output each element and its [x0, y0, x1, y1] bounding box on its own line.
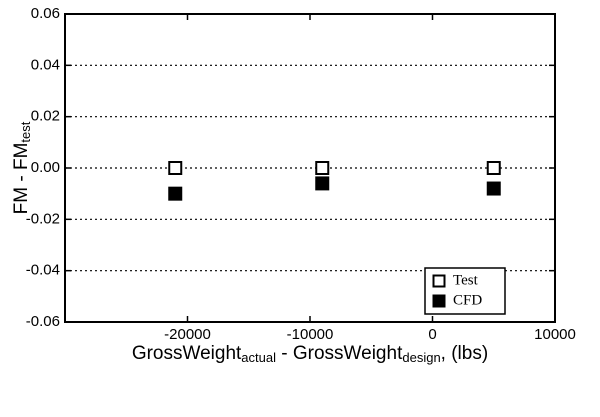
x-tick-label: -10000	[287, 326, 334, 343]
plot-frame	[64, 13, 556, 323]
legend-label: Test	[453, 272, 479, 288]
y-label-subscript: test	[18, 121, 33, 142]
y-tick-label: 0.02	[31, 108, 60, 125]
y-axis-label: FM - FMtest	[11, 121, 33, 214]
x-tick-label: -20000	[164, 326, 211, 343]
marker	[168, 161, 183, 175]
y-tick-label: 0.04	[31, 56, 60, 73]
x-axis-label: GrossWeightactual - GrossWeightdesign, (…	[132, 343, 488, 365]
x-label-subscript: actual	[241, 350, 276, 365]
marker	[168, 186, 183, 201]
marker	[486, 181, 501, 196]
marker	[432, 274, 446, 288]
y-tick-label: 0.00	[31, 159, 60, 176]
x-label-part: - GrossWeight	[276, 343, 403, 364]
x-label-subscript: design	[402, 350, 440, 365]
legend-label: CFD	[453, 292, 482, 308]
x-label-part: , (lbs)	[441, 343, 489, 364]
y-tick-label: -0.06	[26, 313, 60, 330]
y-tick-label: 0.06	[31, 5, 60, 22]
x-tick-label: 10000	[534, 326, 576, 343]
x-tick-label: 0	[428, 326, 436, 343]
y-label-part: FM - FM	[11, 143, 32, 215]
y-tick-label: -0.02	[26, 210, 60, 227]
marker	[432, 294, 446, 308]
marker	[315, 176, 330, 191]
marker	[315, 161, 330, 175]
marker	[486, 161, 501, 175]
x-label-part: GrossWeight	[132, 343, 242, 364]
y-tick-label: -0.04	[26, 262, 60, 279]
